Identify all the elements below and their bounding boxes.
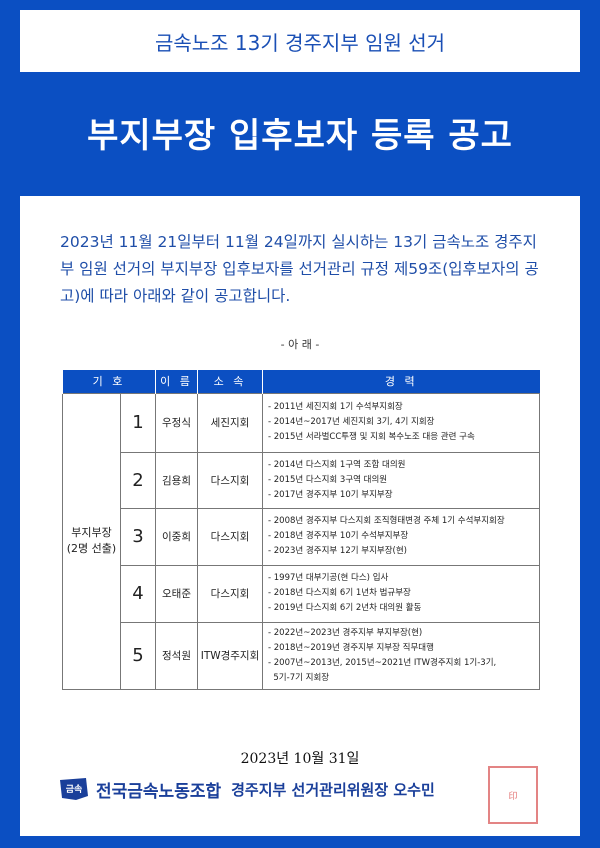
career-item: - 2019년 다스지회 6기 2년차 대의원 활동 (268, 603, 422, 613)
position-cell: 부지부장 (2명 선출) (62, 392, 121, 690)
header-number: 기 호 (62, 370, 156, 393)
table-row: 3 이중희 다스지회 - 2008년 경주지부 다스지회 조직형태변경 주체 1기 수… (63, 507, 540, 566)
section-label: - 아 래 - (280, 338, 320, 351)
candidate-branch: 다스지회 (197, 451, 263, 509)
candidate-name: 정석원 (155, 621, 198, 690)
table-row: 4 오태준 다스지회 - 1997년 대부기공(현 다스) 입사 - 2018년 다스지… (63, 564, 540, 623)
candidate-branch: 다스지회 (197, 507, 263, 566)
career-item: 5기-7기 지회장 (268, 672, 330, 683)
candidate-career: - 2008년 경주지부 다스지회 조직형태변경 주체 1기 수석부지회장 - 2… (262, 507, 540, 566)
career-item: - 2017년 경주지부 10기 부지부장 (268, 489, 393, 500)
candidate-branch: 다스지회 (197, 564, 263, 623)
candidate-number: 1 (120, 392, 156, 453)
candidate-career: - 2014년 다스지회 1구역 조합 대의원 - 2015년 다스지회 3구역 … (262, 451, 540, 509)
candidate-table: 기 호 이 름 소 속 경 력 부지부장 (2명 선출) 1 우정식 세진지회 - 20… (62, 370, 540, 690)
career-item: - 2015년 서라벌CC투쟁 및 지회 복수노조 대응 관련 구속 (268, 432, 475, 442)
career-item: - 2008년 경주지부 다스지회 조직형태변경 주체 1기 수석부지회장 (268, 516, 505, 526)
signer-title: 경주지부 선거관리위원장 오수민 (231, 780, 435, 799)
candidate-career: - 2011년 세진지회 1기 수석부지회장 - 2014년~2017년 세진지회… (262, 392, 540, 453)
career-item: - 2023년 경주지부 12기 부지부장(현) (268, 546, 407, 556)
candidate-name: 우정식 (155, 392, 198, 453)
table-row: 부지부장 (2명 선출) 1 우정식 세진지회 - 2011년 세진지회 1기 수석부지… (62, 392, 540, 690)
career-item: - 2018년 경주지부 10기 수석부지부장 (268, 531, 409, 541)
candidate-branch: ITW경주지회 (197, 621, 263, 690)
election-subtitle: 금속노조 13기 경주지부 임원 선거 (154, 30, 446, 55)
table-header: 기 호 이 름 소 속 경 력 (62, 370, 540, 393)
official-seal: 印 (488, 766, 538, 824)
header-career: 경 력 (262, 370, 540, 393)
career-item: - 2011년 세진지회 1기 수석부지회장 (268, 402, 403, 412)
career-item: - 2014년~2017년 세진지회 3기, 4기 지회장 (268, 417, 435, 427)
career-item: - 2014년 다스지회 1구역 조합 대의원 (268, 459, 406, 470)
notice-date: 2023년 10월 31일 (240, 751, 360, 767)
signature: 금속 전국금속노동조합 경주지부 선거관리위원장 오수민 (58, 776, 435, 802)
candidate-number: 3 (120, 507, 156, 566)
notice-panel: 2023년 11월 21일부터 11월 24일까지 실시하는 13기 금속노조 … (20, 196, 580, 836)
table-row: 2 김용희 다스지회 - 2014년 다스지회 1구역 조합 대의원 - 2015년 다… (63, 451, 540, 509)
page-title: 부지부장 입후보자 등록 공고 (87, 116, 513, 156)
candidate-number: 4 (120, 564, 156, 623)
candidate-number: 5 (120, 621, 156, 690)
candidate-name: 오태준 (155, 564, 198, 623)
table-row: 5 정석원 ITW경주지회 - 2022년~2023년 경주지부 부지부장(현) - 2… (63, 621, 540, 690)
career-item: - 2018년 다스지회 6기 1년차 법규부장 (268, 588, 411, 598)
header-branch: 소 속 (197, 370, 263, 393)
union-name: 전국금속노동조합 (96, 781, 222, 802)
career-item: - 2007년~2013년, 2015년~2021년 ITW경주지회 1기-3기… (268, 657, 497, 668)
candidate-career: - 2022년~2023년 경주지부 부지부장(현) - 2018년~2019년 … (262, 621, 540, 690)
career-item: - 1997년 대부기공(현 다스) 입사 (268, 573, 389, 583)
candidate-branch: 세진지회 (197, 392, 263, 453)
candidate-name: 이중희 (155, 507, 198, 566)
svg-text:금속: 금속 (66, 783, 83, 795)
career-item: - 2015년 다스지회 3구역 대의원 (268, 474, 388, 485)
subtitle-box: 금속노조 13기 경주지부 임원 선거 (20, 10, 580, 72)
career-item: - 2022년~2023년 경주지부 부지부장(현) (268, 627, 423, 638)
candidate-career: - 1997년 대부기공(현 다스) 입사 - 2018년 다스지회 6기 1년차… (262, 564, 540, 623)
career-item: - 2018년~2019년 경주지부 지부장 직무대행 (268, 642, 434, 653)
candidate-name: 김용희 (155, 451, 198, 509)
union-logo-icon: 금속 (60, 778, 88, 800)
candidate-number: 2 (120, 451, 156, 509)
header-name: 이 름 (155, 370, 198, 393)
intro-text: 2023년 11월 21일부터 11월 24일까지 실시하는 13기 금속노조 … (60, 233, 539, 305)
